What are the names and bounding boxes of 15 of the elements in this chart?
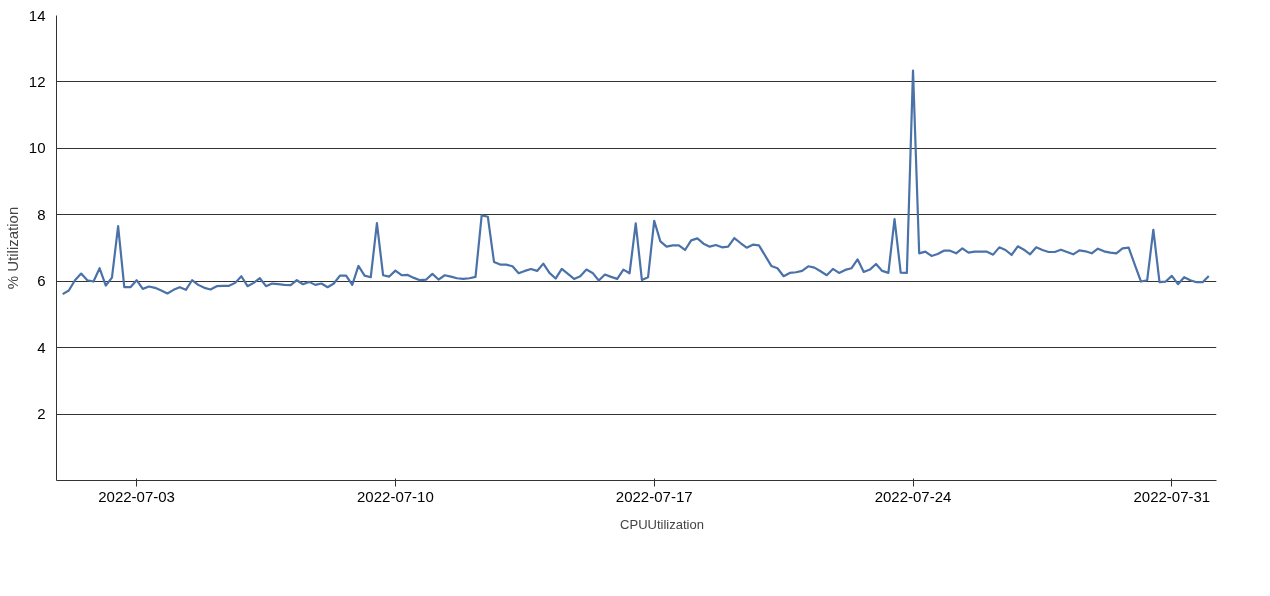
x-tick-label: 2022-07-24: [874, 487, 952, 505]
x-tick-label: 2022-07-17: [615, 487, 693, 505]
y-tick-label: 12: [28, 72, 46, 90]
y-tick-label: 4: [37, 338, 46, 356]
y-axis-title: % Utilization: [3, 206, 21, 290]
y-tick-label: 2: [37, 405, 46, 423]
x-tick-label: 2022-07-03: [98, 487, 175, 505]
x-tick-label: 2022-07-10: [357, 487, 434, 505]
y-tick-label: 10: [28, 139, 46, 157]
line-series: [61, 69, 1210, 296]
text: CPUUtilization: [620, 516, 704, 532]
x-tick-label: 2022-07-31: [1133, 487, 1211, 505]
y-tick-label: 6: [37, 272, 46, 290]
y-tick-label: 14: [28, 6, 46, 24]
y-tick-label: 8: [37, 205, 46, 223]
